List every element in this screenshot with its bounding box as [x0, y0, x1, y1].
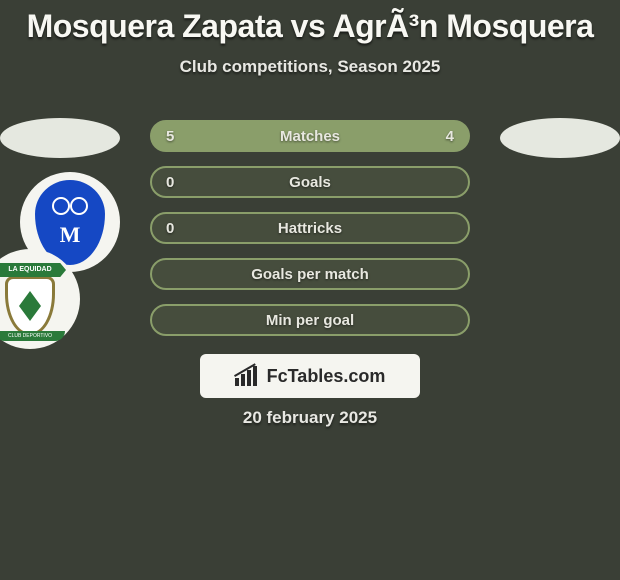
chart-bars-icon: [235, 366, 259, 386]
crest-rings-icon: [50, 197, 90, 217]
stat-label: Goals per match: [152, 266, 468, 283]
branding-box: FcTables.com: [200, 354, 420, 398]
page-title: Mosquera Zapata vs AgrÃ³n Mosquera: [0, 0, 620, 45]
branding-text: FcTables.com: [267, 366, 386, 387]
stats-area: 5 Matches 4 0 Goals 0 Hattricks Goals pe…: [150, 120, 470, 350]
date-text: 20 february 2025: [0, 408, 620, 428]
stat-right-value: 4: [446, 128, 454, 145]
stat-row-goals-per-match: Goals per match: [150, 258, 470, 290]
stat-row-hattricks: 0 Hattricks: [150, 212, 470, 244]
comparison-card: Mosquera Zapata vs AgrÃ³n Mosquera Club …: [0, 0, 620, 580]
equidad-shield-icon: [5, 276, 55, 336]
equidad-bottom-text: CLUB DEPORTIVO: [0, 331, 65, 341]
subtitle: Club competitions, Season 2025: [0, 57, 620, 77]
player-badge-left: [0, 118, 120, 158]
crest-letter: M: [60, 222, 81, 248]
stat-label: Min per goal: [152, 312, 468, 329]
stat-label: Goals: [152, 174, 468, 191]
equidad-symbol-icon: [19, 291, 41, 321]
stat-row-matches: 5 Matches 4: [150, 120, 470, 152]
stat-label: Hattricks: [152, 220, 468, 237]
stat-label: Matches: [152, 128, 468, 145]
stat-row-min-per-goal: Min per goal: [150, 304, 470, 336]
equidad-ribbon: LA EQUIDAD: [0, 263, 66, 277]
player-badge-right: [500, 118, 620, 158]
stat-row-goals: 0 Goals: [150, 166, 470, 198]
